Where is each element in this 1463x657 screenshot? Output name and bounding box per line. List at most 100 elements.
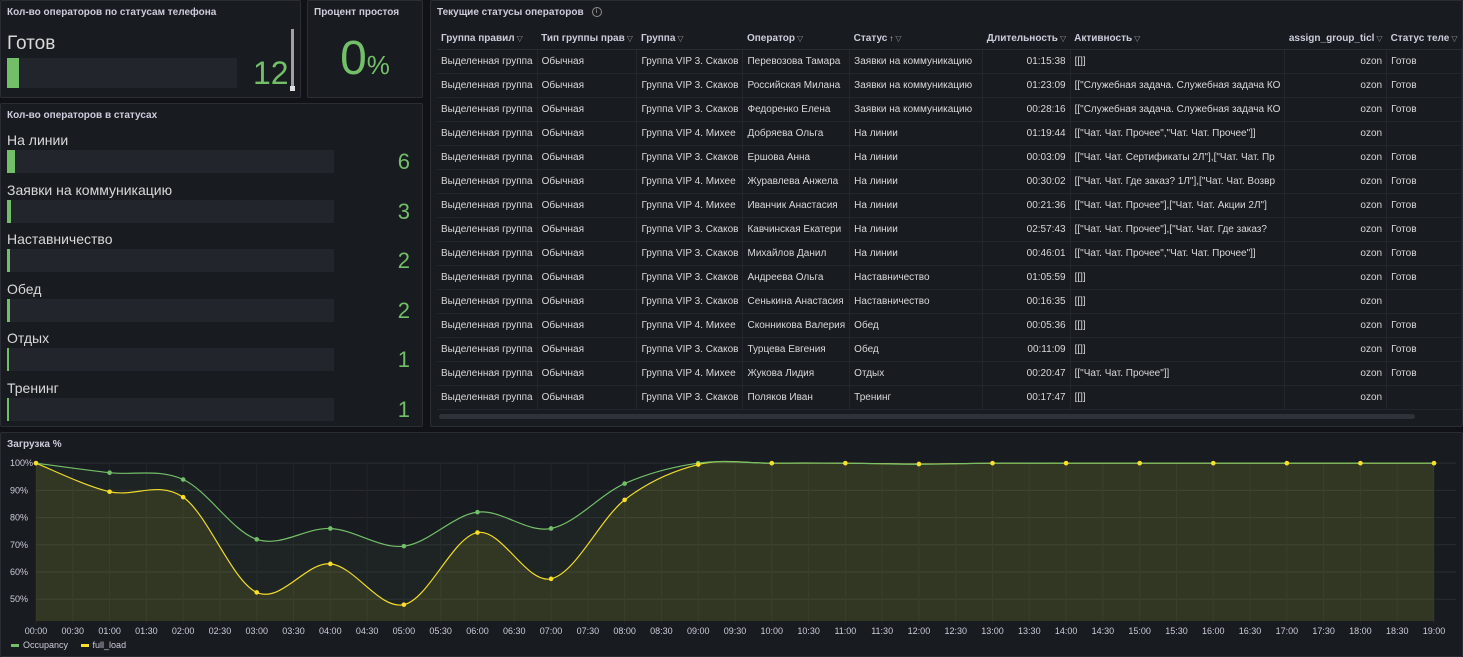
full-load-point bbox=[1137, 460, 1142, 466]
table-cell: Обычная bbox=[537, 121, 638, 146]
column-header[interactable]: Оператор ▽ bbox=[742, 27, 850, 50]
phone-status-value: 12 bbox=[253, 55, 289, 91]
table-cell: На линии bbox=[849, 169, 984, 194]
table-cell: 00:21:36 bbox=[982, 193, 1071, 218]
filter-icon[interactable]: ▽ bbox=[1451, 33, 1458, 43]
table-cell: Турцева Евгения bbox=[742, 337, 851, 362]
table-row[interactable]: Выделенная группа Обычная Группа VIP 3. Ск… bbox=[437, 265, 1462, 290]
filter-icon[interactable]: ▽ bbox=[895, 33, 902, 43]
table-row[interactable]: Выделенная группа Обычная Группа VIP 4. Ми… bbox=[437, 121, 1462, 146]
full-load-point bbox=[180, 494, 186, 500]
sort-ascending-icon[interactable]: ↑ bbox=[889, 33, 894, 43]
table-cell: [[]] bbox=[1070, 289, 1286, 314]
x-tick-label: 18:00 bbox=[1349, 626, 1372, 636]
table-cell: Обычная bbox=[537, 361, 638, 386]
table-cell: Готов bbox=[1386, 193, 1462, 218]
status-label: На линии bbox=[7, 132, 69, 148]
table-cell: 00:46:01 bbox=[982, 241, 1071, 266]
x-tick-label: 07:00 bbox=[540, 626, 563, 636]
x-tick-label: 03:00 bbox=[245, 626, 268, 636]
x-tick-label: 18:30 bbox=[1386, 626, 1409, 636]
column-header[interactable]: Группа правил ▽ bbox=[437, 27, 538, 50]
table-cell: Поляков Иван bbox=[742, 385, 851, 410]
x-tick-label: 06:00 bbox=[466, 626, 489, 636]
table-cell: Готов bbox=[1386, 49, 1462, 74]
table-cell: 00:11:09 bbox=[982, 337, 1071, 362]
table-cell: ozon bbox=[1284, 313, 1388, 338]
status-label: Отдых bbox=[7, 330, 50, 347]
table-cell: Готов bbox=[1386, 73, 1462, 98]
status-value: 1 bbox=[397, 347, 410, 373]
status-bar-fill bbox=[7, 298, 10, 322]
column-header[interactable]: Статус ↑ ▽ bbox=[849, 27, 983, 50]
table-row[interactable]: Выделенная группа Обычная Группа VIP 3. Ск… bbox=[437, 217, 1462, 242]
column-header[interactable]: Группа ▽ bbox=[636, 27, 743, 50]
table-cell: Жукова Лидия bbox=[742, 361, 851, 386]
filter-icon[interactable]: ▽ bbox=[1134, 33, 1141, 43]
table-cell: Выделенная группа bbox=[437, 121, 538, 146]
filter-icon[interactable]: ▽ bbox=[516, 33, 523, 43]
x-tick-label: 02:30 bbox=[209, 626, 232, 636]
table-row[interactable]: Выделенная группа Обычная Группа VIP 3. Ск… bbox=[437, 73, 1462, 98]
column-header[interactable]: Статус теле ▽ bbox=[1386, 27, 1462, 50]
table-row[interactable]: Выделенная группа Обычная Группа VIP 3. Ск… bbox=[437, 49, 1462, 74]
status-bar-fill bbox=[7, 398, 9, 421]
table-cell: 01:05:59 bbox=[982, 265, 1071, 290]
resize-handle[interactable] bbox=[290, 86, 295, 91]
status-bar bbox=[7, 150, 334, 173]
table-cell: Выделенная группа bbox=[437, 337, 538, 362]
status-bar-fill bbox=[7, 348, 9, 372]
full-load-point bbox=[916, 461, 922, 467]
table-cell: ozon bbox=[1284, 121, 1388, 146]
legend-item-full-load[interactable]: full_load bbox=[80, 640, 126, 650]
x-tick-label: 13:00 bbox=[981, 626, 1004, 636]
full-load-point bbox=[1063, 460, 1069, 466]
occupancy-swatch bbox=[11, 644, 19, 648]
horizontal-scrollbar[interactable] bbox=[439, 414, 1415, 419]
operator-status-table: Группа правил ▽ Тип группы прав ▽ Группа ▽ Опе… bbox=[437, 27, 1462, 410]
column-header[interactable]: Тип группы прав ▽ bbox=[537, 27, 637, 50]
filter-icon[interactable]: ▽ bbox=[677, 33, 684, 43]
x-tick-label: 12:00 bbox=[908, 626, 931, 636]
x-tick-label: 15:30 bbox=[1165, 626, 1188, 636]
filter-icon[interactable]: ▽ bbox=[1059, 33, 1067, 43]
column-header[interactable]: Активность ▽ bbox=[1070, 27, 1285, 50]
table-cell: Выделенная группа bbox=[437, 265, 538, 290]
filter-icon[interactable]: ▽ bbox=[797, 33, 804, 43]
status-bar bbox=[7, 199, 334, 223]
x-tick-label: 16:00 bbox=[1202, 626, 1225, 636]
phone-status-panel: Кол-во операторов по статусам телефона Г… bbox=[0, 0, 301, 98]
table-row[interactable]: Выделенная группа Обычная Группа VIP 3. Ск… bbox=[437, 289, 1462, 314]
table-header-row: Группа правил ▽ Тип группы прав ▽ Группа ▽ Опе… bbox=[437, 27, 1462, 50]
table-cell: ozon bbox=[1284, 289, 1388, 314]
table-row[interactable]: Выделенная группа Обычная Группа VIP 3. Ск… bbox=[437, 337, 1462, 362]
table-row[interactable]: Выделенная группа Обычная Группа VIP 3. Ск… bbox=[437, 97, 1462, 122]
table-cell: Группа VIP 4. Михее bbox=[636, 169, 744, 194]
table-cell: ozon bbox=[1284, 217, 1388, 242]
table-cell: ozon bbox=[1284, 145, 1388, 170]
status-count-panel: Кол-во операторов в статусах На линии 6 За… bbox=[0, 103, 423, 427]
column-header[interactable]: assign_group_ticl ▽ bbox=[1284, 27, 1387, 50]
filter-icon[interactable]: ▽ bbox=[1376, 33, 1383, 43]
table-row[interactable]: Выделенная группа Обычная Группа VIP 4. Ми… bbox=[437, 169, 1462, 194]
table-row[interactable]: Выделенная группа Обычная Группа VIP 4. Ми… bbox=[437, 193, 1462, 218]
table-cell: 00:30:02 bbox=[982, 169, 1071, 194]
table-cell: 00:17:47 bbox=[982, 385, 1071, 410]
table-cell: Журавлева Анжела bbox=[742, 169, 851, 194]
table-cell bbox=[1386, 289, 1462, 314]
table-cell: ozon bbox=[1284, 73, 1388, 98]
column-header[interactable]: Длительность ▽ bbox=[982, 27, 1071, 50]
occupancy-area bbox=[36, 461, 1434, 621]
table-cell bbox=[1386, 121, 1462, 146]
info-icon[interactable]: i bbox=[591, 7, 602, 18]
table-row[interactable]: Выделенная группа Обычная Группа VIP 3. Ск… bbox=[437, 241, 1462, 266]
table-row[interactable]: Выделенная группа Обычная Группа VIP 3. Ск… bbox=[437, 145, 1462, 170]
legend-item-occupancy[interactable]: Occupancy bbox=[11, 640, 68, 650]
table-row[interactable]: Выделенная группа Обычная Группа VIP 3. Ск… bbox=[437, 385, 1462, 410]
table-cell: Андреева Ольга bbox=[742, 265, 851, 290]
table-row[interactable]: Выделенная группа Обычная Группа VIP 4. Ми… bbox=[437, 361, 1462, 386]
scrollbar[interactable] bbox=[291, 29, 294, 87]
filter-icon[interactable]: ▽ bbox=[626, 33, 633, 43]
table-row[interactable]: Выделенная группа Обычная Группа VIP 4. Ми… bbox=[437, 313, 1462, 338]
x-tick-label: 11:00 bbox=[834, 626, 856, 636]
